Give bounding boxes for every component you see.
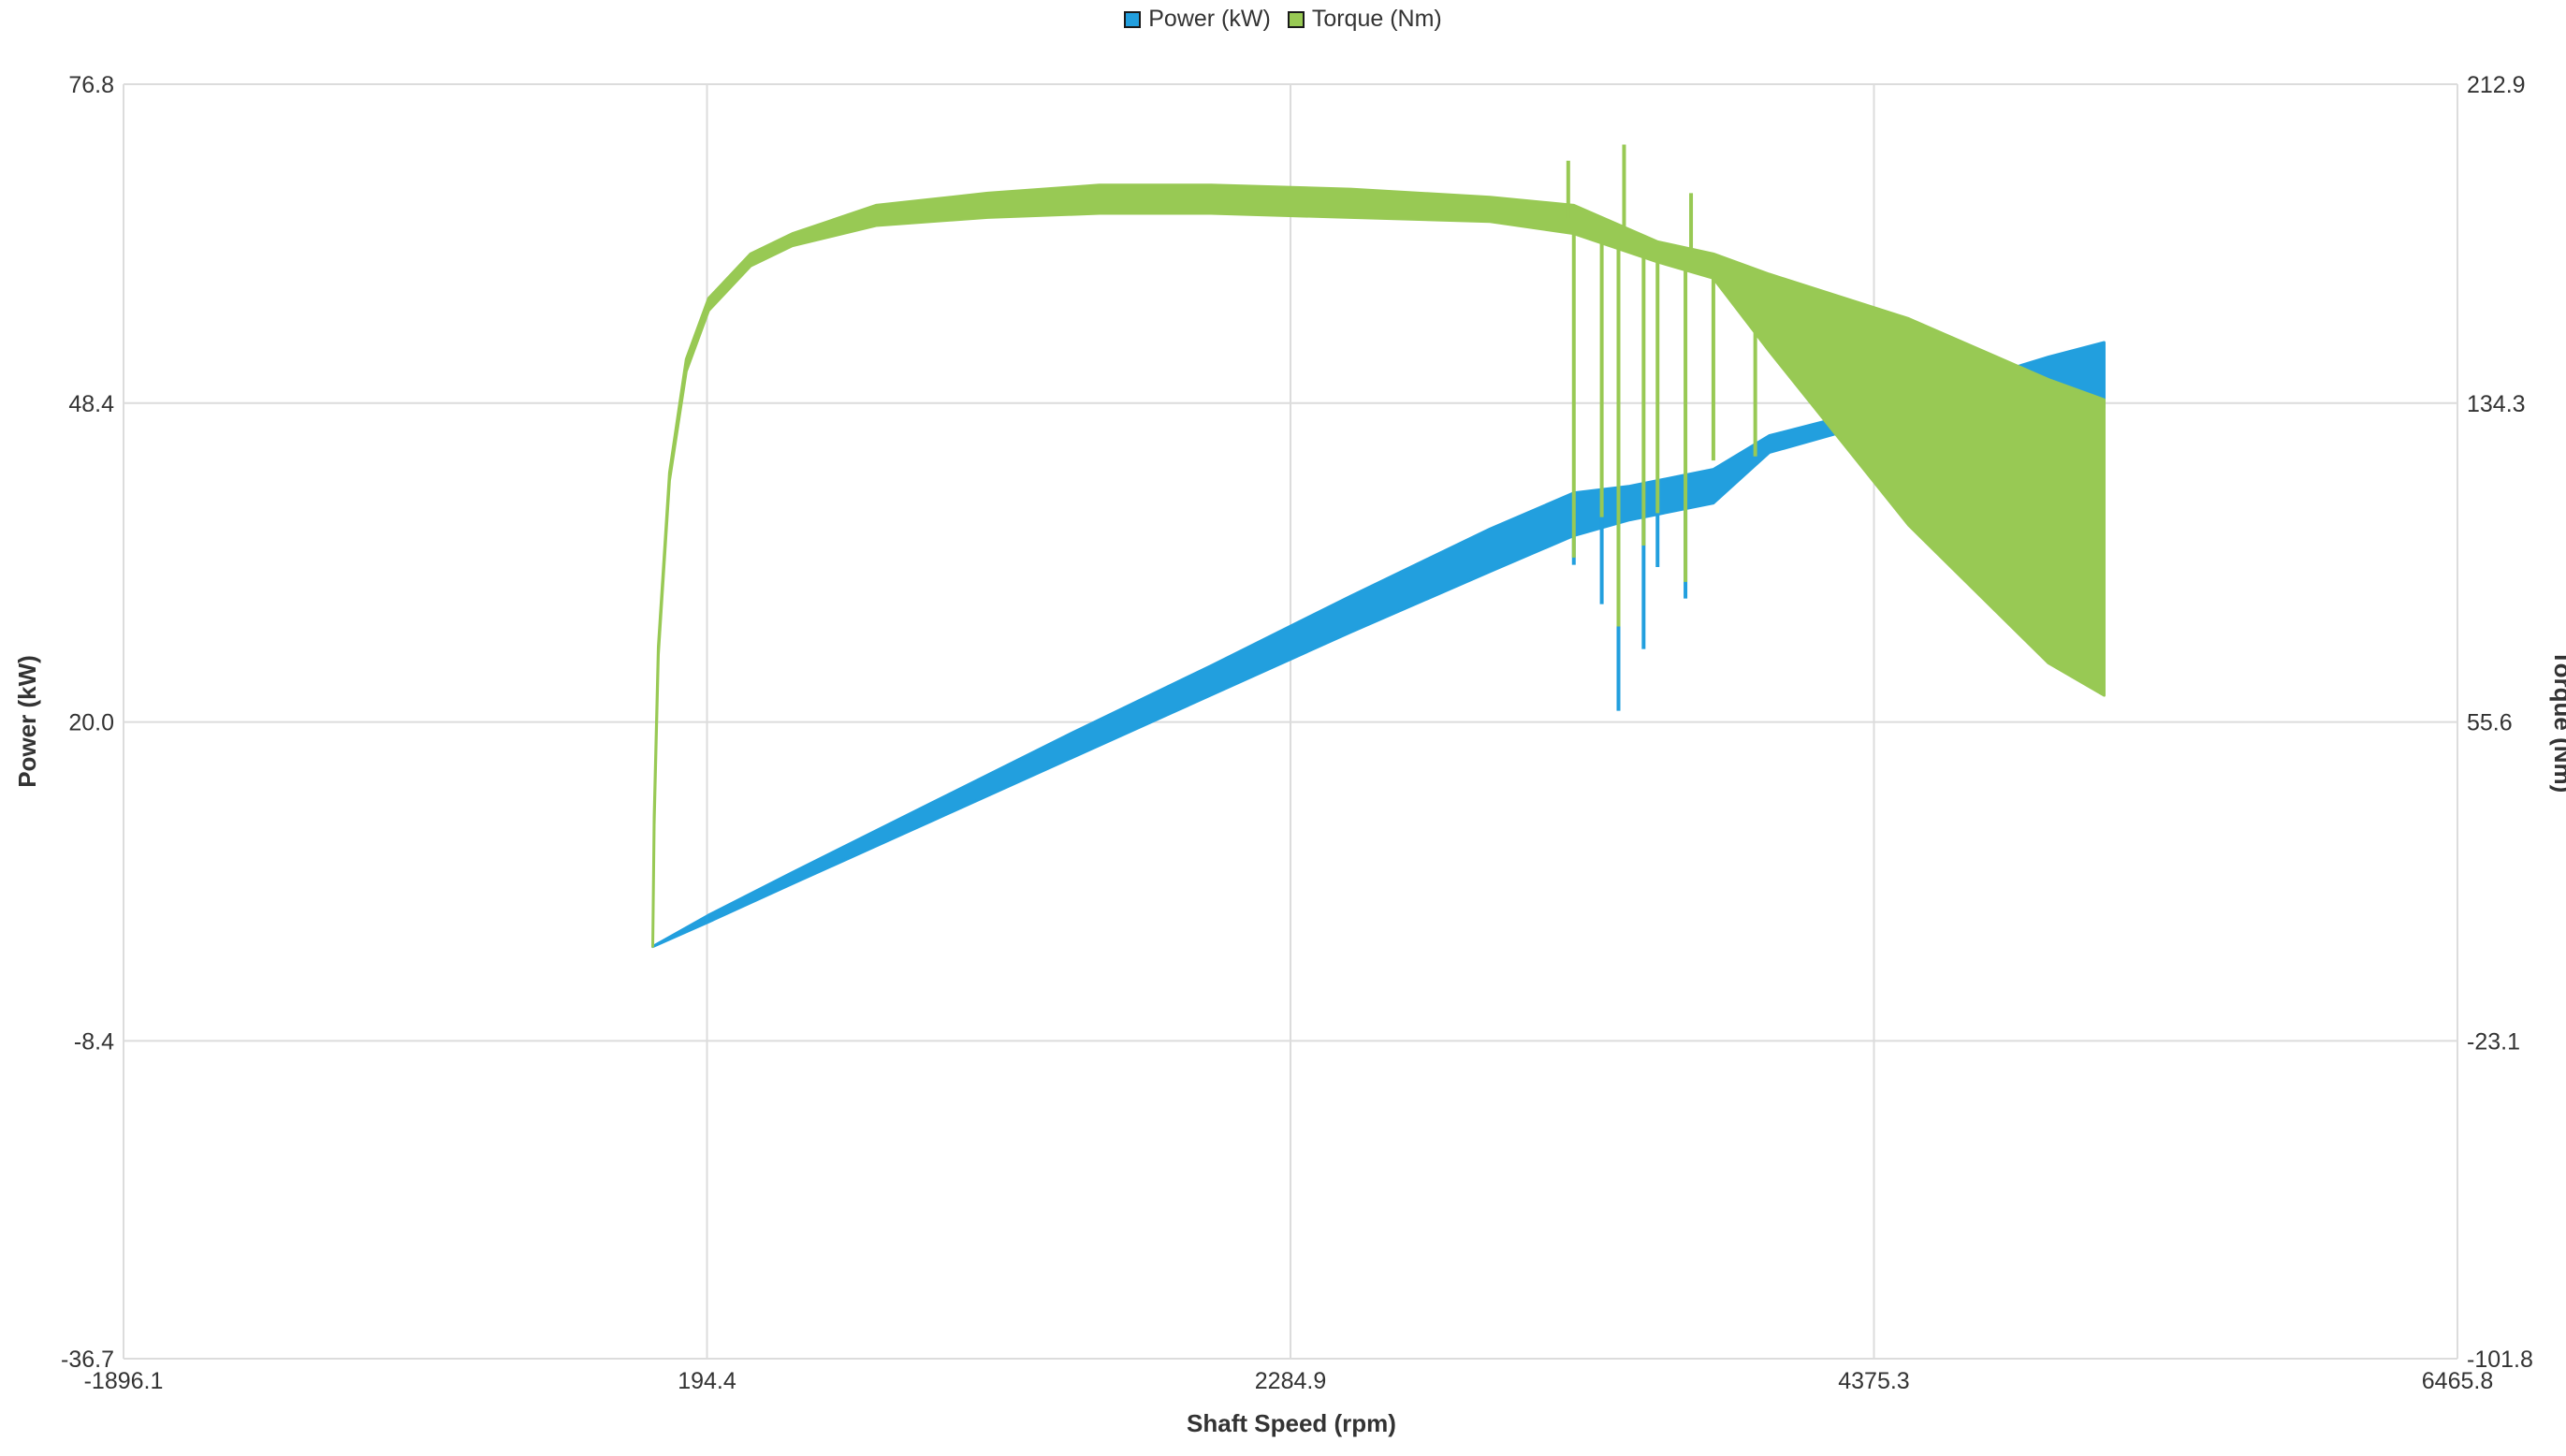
x-tick-label: 4375.3 [1838,1368,1909,1394]
legend-swatch-power [1124,10,1142,28]
legend-item-torque[interactable]: Torque (Nm) [1287,6,1442,33]
x-axis-label: Shaft Speed (rpm) [1187,1409,1396,1437]
y-axis-right-label: Torque (Nm) [2549,650,2566,794]
legend-item-power[interactable]: Power (kW) [1124,6,1271,33]
legend-label-power: Power (kW) [1148,6,1271,32]
y-axis-left-label: Power (kW) [13,655,41,788]
y-right-tick-label: -23.1 [2467,1028,2520,1055]
legend-swatch-torque [1287,10,1305,28]
y-left-tick-label: 20.0 [68,710,114,736]
y-right-tick-label: 212.9 [2467,72,2526,98]
legend-label-torque: Torque (Nm) [1311,6,1442,32]
x-tick-label: -1896.1 [84,1368,164,1394]
y-left-tick-label: -36.7 [61,1347,114,1373]
x-tick-label: 194.4 [678,1368,736,1394]
legend: Power (kW) Torque (Nm) [0,6,2566,33]
x-tick-label: 2284.9 [1255,1368,1326,1394]
y-left-tick-label: 76.8 [68,72,114,98]
y-right-tick-label: 134.3 [2467,391,2526,417]
y-right-tick-label: -101.8 [2467,1347,2533,1373]
y-left-tick-label: 48.4 [68,391,114,417]
series-layer [651,144,2106,949]
x-tick-label: 6465.8 [2422,1368,2493,1394]
torque-series-band [651,183,2106,948]
gridlines [123,83,2458,1360]
y-left-tick-label: -8.4 [74,1028,114,1055]
y-right-tick-label: 55.6 [2467,710,2513,736]
axes: -1896.1 194.4 2284.9 4375.3 6465.8 76.8 212.9 4… [61,72,2533,1394]
